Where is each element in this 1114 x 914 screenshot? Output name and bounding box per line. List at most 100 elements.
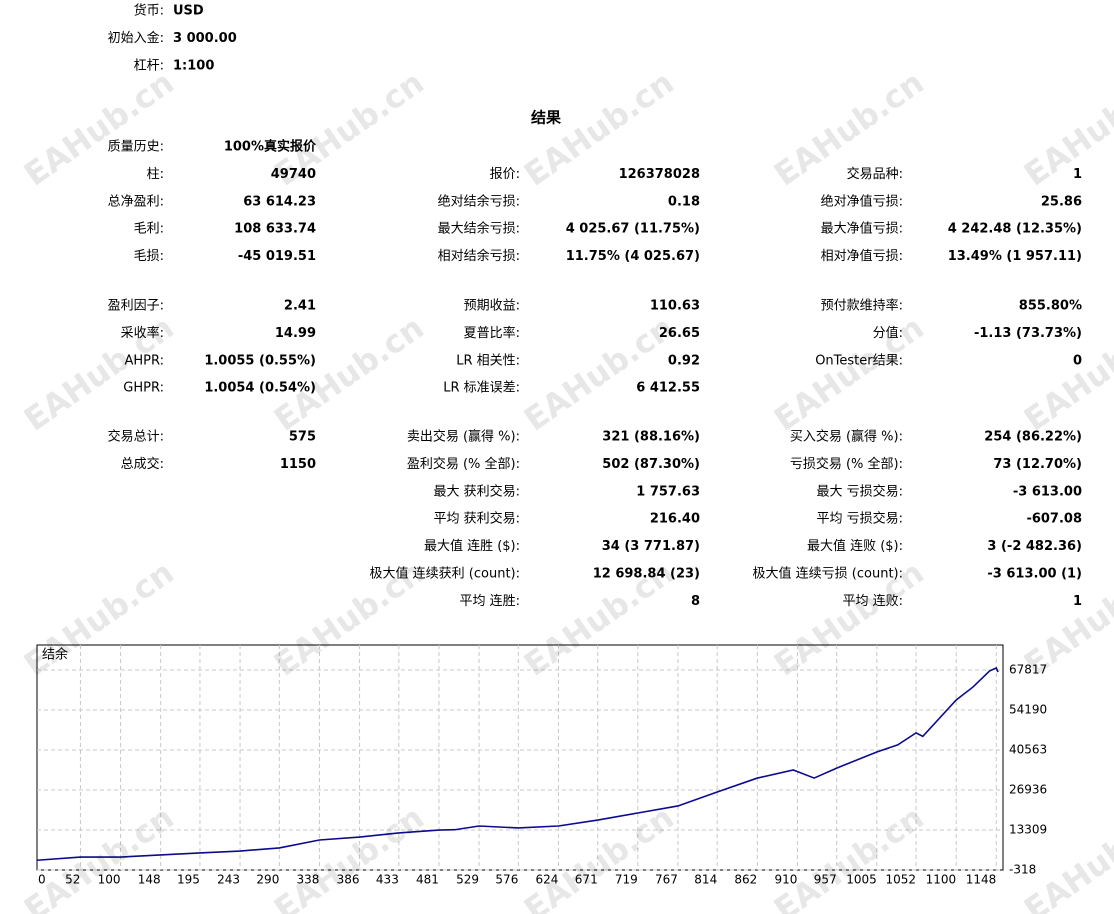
stat-value: -45 019.51 bbox=[238, 249, 316, 264]
stat-label: 最大结余亏损: bbox=[438, 221, 520, 237]
stat-value: 1.0054 (0.54%) bbox=[204, 381, 316, 396]
stat-value: 254 (86.22%) bbox=[984, 430, 1082, 445]
stat-value: 216.40 bbox=[650, 512, 700, 527]
stat-label: 盈利因子: bbox=[108, 299, 164, 314]
stat-label: 柱: bbox=[147, 167, 164, 182]
stat-value: 1.0055 (0.55%) bbox=[204, 353, 316, 368]
x-tick-label: 957 bbox=[814, 873, 837, 887]
stat-value: 49740 bbox=[271, 167, 316, 182]
stat-label: 极大值 连续获利 (count): bbox=[370, 566, 520, 582]
stat-label: 最大值 连败 ($): bbox=[807, 538, 903, 554]
stat-label: 报价: bbox=[490, 167, 520, 182]
stat-value: 12 698.84 (23) bbox=[593, 567, 700, 582]
stat-value: 2.41 bbox=[284, 299, 316, 314]
stat-value: 502 (87.30%) bbox=[602, 457, 700, 472]
stat-value: 321 (88.16%) bbox=[602, 430, 700, 445]
stat-label: 最大净值亏损: bbox=[821, 221, 903, 237]
x-tick-label: 481 bbox=[416, 873, 439, 887]
x-tick-label: 767 bbox=[655, 873, 678, 887]
header-label: 货币: bbox=[134, 3, 164, 19]
stat-value: -3 613.00 bbox=[1013, 484, 1082, 499]
chart-frame bbox=[36, 644, 1004, 871]
stat-label: 盈利交易 (% 全部): bbox=[407, 456, 520, 472]
stat-value: 0.18 bbox=[668, 194, 700, 209]
x-tick-label: 386 bbox=[337, 873, 360, 887]
stat-value: 3 (-2 482.36) bbox=[987, 539, 1082, 554]
watermark: EAHub.cn bbox=[517, 308, 681, 438]
stat-label: GHPR: bbox=[123, 381, 164, 396]
x-tick-label: 529 bbox=[456, 873, 479, 887]
stat-label: 毛损: bbox=[134, 249, 164, 264]
watermark: EAHub.cn bbox=[1017, 63, 1114, 193]
stat-label: 交易品种: bbox=[847, 166, 903, 182]
stat-value: 126378028 bbox=[619, 167, 700, 182]
stat-label: 预期收益: bbox=[464, 299, 520, 314]
y-tick-label: 13309 bbox=[1009, 823, 1047, 837]
stat-value: 100%真实报价 bbox=[224, 139, 317, 155]
stat-value: 575 bbox=[289, 430, 316, 445]
stat-label: 买入交易 (赢得 %): bbox=[790, 429, 903, 445]
watermark: EAHub.cn bbox=[767, 308, 931, 438]
stat-value: 8 bbox=[691, 594, 700, 609]
stat-value: 63 614.23 bbox=[243, 194, 316, 209]
stat-value: 108 633.74 bbox=[234, 222, 316, 237]
stat-value: -607.08 bbox=[1026, 512, 1082, 527]
x-tick-label: 1100 bbox=[926, 873, 957, 887]
stat-value: 1150 bbox=[280, 457, 316, 472]
stat-value: 6 412.55 bbox=[636, 381, 700, 396]
stat-label: 采收率: bbox=[121, 325, 164, 341]
stat-label: OnTester结果: bbox=[815, 353, 903, 368]
stat-label: 相对净值亏损: bbox=[821, 248, 903, 264]
stat-value: 0.92 bbox=[668, 353, 700, 368]
header-value: USD bbox=[173, 4, 204, 19]
stat-label: 总净盈利: bbox=[108, 194, 164, 209]
stat-label: 极大值 连续亏损 (count): bbox=[753, 566, 903, 582]
stat-label: 质量历史: bbox=[108, 140, 164, 155]
stat-value: 11.75% (4 025.67) bbox=[566, 249, 700, 264]
x-tick-label: 290 bbox=[256, 873, 279, 887]
stat-value: 14.99 bbox=[275, 326, 316, 341]
stat-value: 4 242.48 (12.35%) bbox=[948, 222, 1082, 237]
stat-label: 绝对净值亏损: bbox=[821, 193, 903, 209]
y-tick-label: 54190 bbox=[1009, 703, 1047, 717]
chart-title: 结余 bbox=[42, 647, 68, 663]
watermark: EAHub.cn bbox=[267, 63, 431, 193]
x-tick-label: 814 bbox=[694, 873, 717, 887]
stat-value: 1 bbox=[1073, 594, 1082, 609]
stat-value: 0 bbox=[1073, 353, 1082, 368]
x-tick-label: 671 bbox=[575, 873, 598, 887]
x-tick-label: 338 bbox=[297, 873, 320, 887]
header-value: 3 000.00 bbox=[173, 31, 237, 46]
x-tick-label: 1052 bbox=[886, 873, 917, 887]
stat-label: 最大值 连胜 ($): bbox=[424, 538, 520, 554]
x-tick-label: 910 bbox=[775, 873, 798, 887]
header-value: 1:100 bbox=[173, 59, 214, 74]
stat-label: 绝对结余亏损: bbox=[438, 193, 520, 209]
stat-label: AHPR: bbox=[124, 353, 164, 368]
stat-label: 夏普比率: bbox=[464, 325, 520, 341]
x-tick-label: 1005 bbox=[846, 873, 877, 887]
section-title: 结果 bbox=[531, 109, 562, 127]
stat-value: 34 (3 771.87) bbox=[602, 539, 700, 554]
x-tick-label: 0 bbox=[38, 873, 46, 887]
header-label: 杠杆: bbox=[134, 58, 164, 74]
stat-label: 交易总计: bbox=[108, 429, 164, 445]
stat-label: 总成交: bbox=[121, 456, 164, 472]
stat-label: 平均 获利交易: bbox=[433, 511, 520, 527]
stat-label: LR 标准误差: bbox=[443, 381, 520, 396]
y-tick-label: 67817 bbox=[1009, 663, 1047, 677]
stat-value: 1 757.63 bbox=[636, 484, 700, 499]
stat-value: 25.86 bbox=[1041, 194, 1082, 209]
stat-value: 1 bbox=[1073, 167, 1082, 182]
x-tick-label: 862 bbox=[734, 873, 757, 887]
y-tick-label: 26936 bbox=[1009, 783, 1047, 797]
x-tick-label: 624 bbox=[536, 873, 559, 887]
balance-line bbox=[36, 666, 999, 862]
stat-value: 110.63 bbox=[650, 299, 700, 314]
x-tick-label: 433 bbox=[376, 873, 399, 887]
stat-label: 预付款维持率: bbox=[821, 298, 903, 314]
stat-label: 平均 亏损交易: bbox=[816, 511, 903, 527]
stat-value: 73 (12.70%) bbox=[993, 457, 1082, 472]
header-label: 初始入金: bbox=[108, 30, 164, 46]
